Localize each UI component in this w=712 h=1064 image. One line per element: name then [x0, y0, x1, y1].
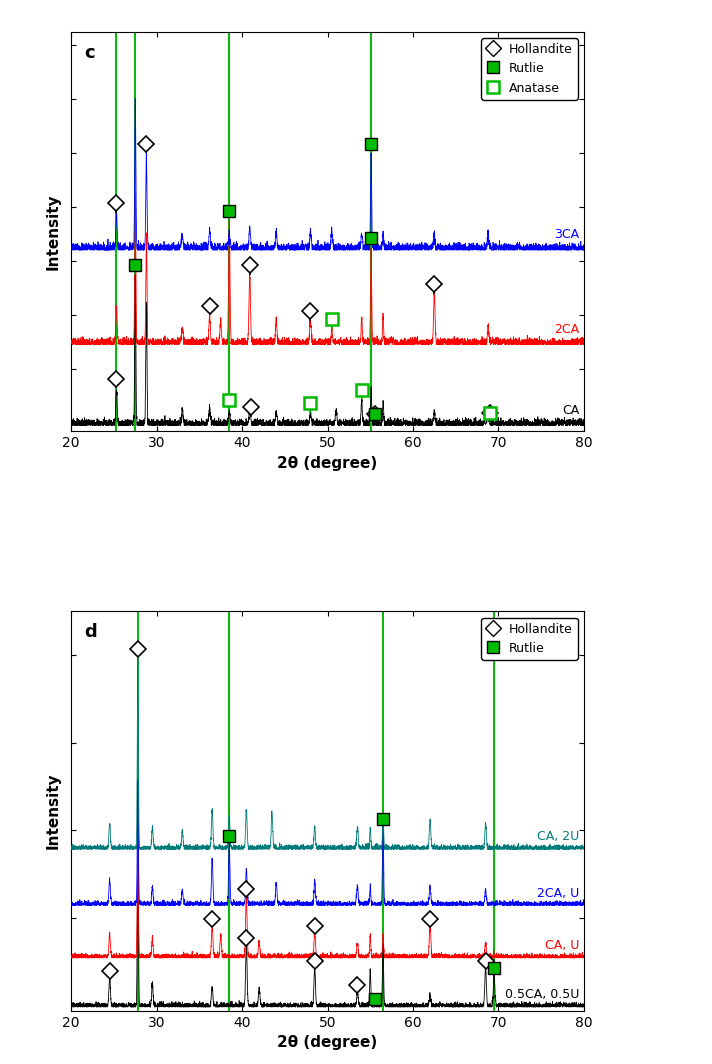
Y-axis label: Intensity: Intensity — [46, 194, 61, 270]
X-axis label: 2θ (degree): 2θ (degree) — [278, 455, 377, 471]
Text: 3CA: 3CA — [555, 228, 580, 242]
Text: CA, U: CA, U — [545, 940, 580, 952]
Legend: Hollandite, Rutlie: Hollandite, Rutlie — [481, 617, 577, 660]
Text: 2CA, U: 2CA, U — [538, 886, 580, 899]
Y-axis label: Intensity: Intensity — [46, 772, 61, 849]
Text: 0.5CA, 0.5U: 0.5CA, 0.5U — [506, 988, 580, 1001]
Legend: Hollandite, Rutlie, Anatase: Hollandite, Rutlie, Anatase — [481, 38, 577, 100]
Text: 2CA: 2CA — [555, 322, 580, 335]
Text: CA: CA — [562, 403, 580, 417]
X-axis label: 2θ (degree): 2θ (degree) — [278, 1035, 377, 1050]
Text: d: d — [84, 624, 97, 642]
Text: c: c — [84, 44, 95, 62]
Text: CA, 2U: CA, 2U — [538, 830, 580, 844]
